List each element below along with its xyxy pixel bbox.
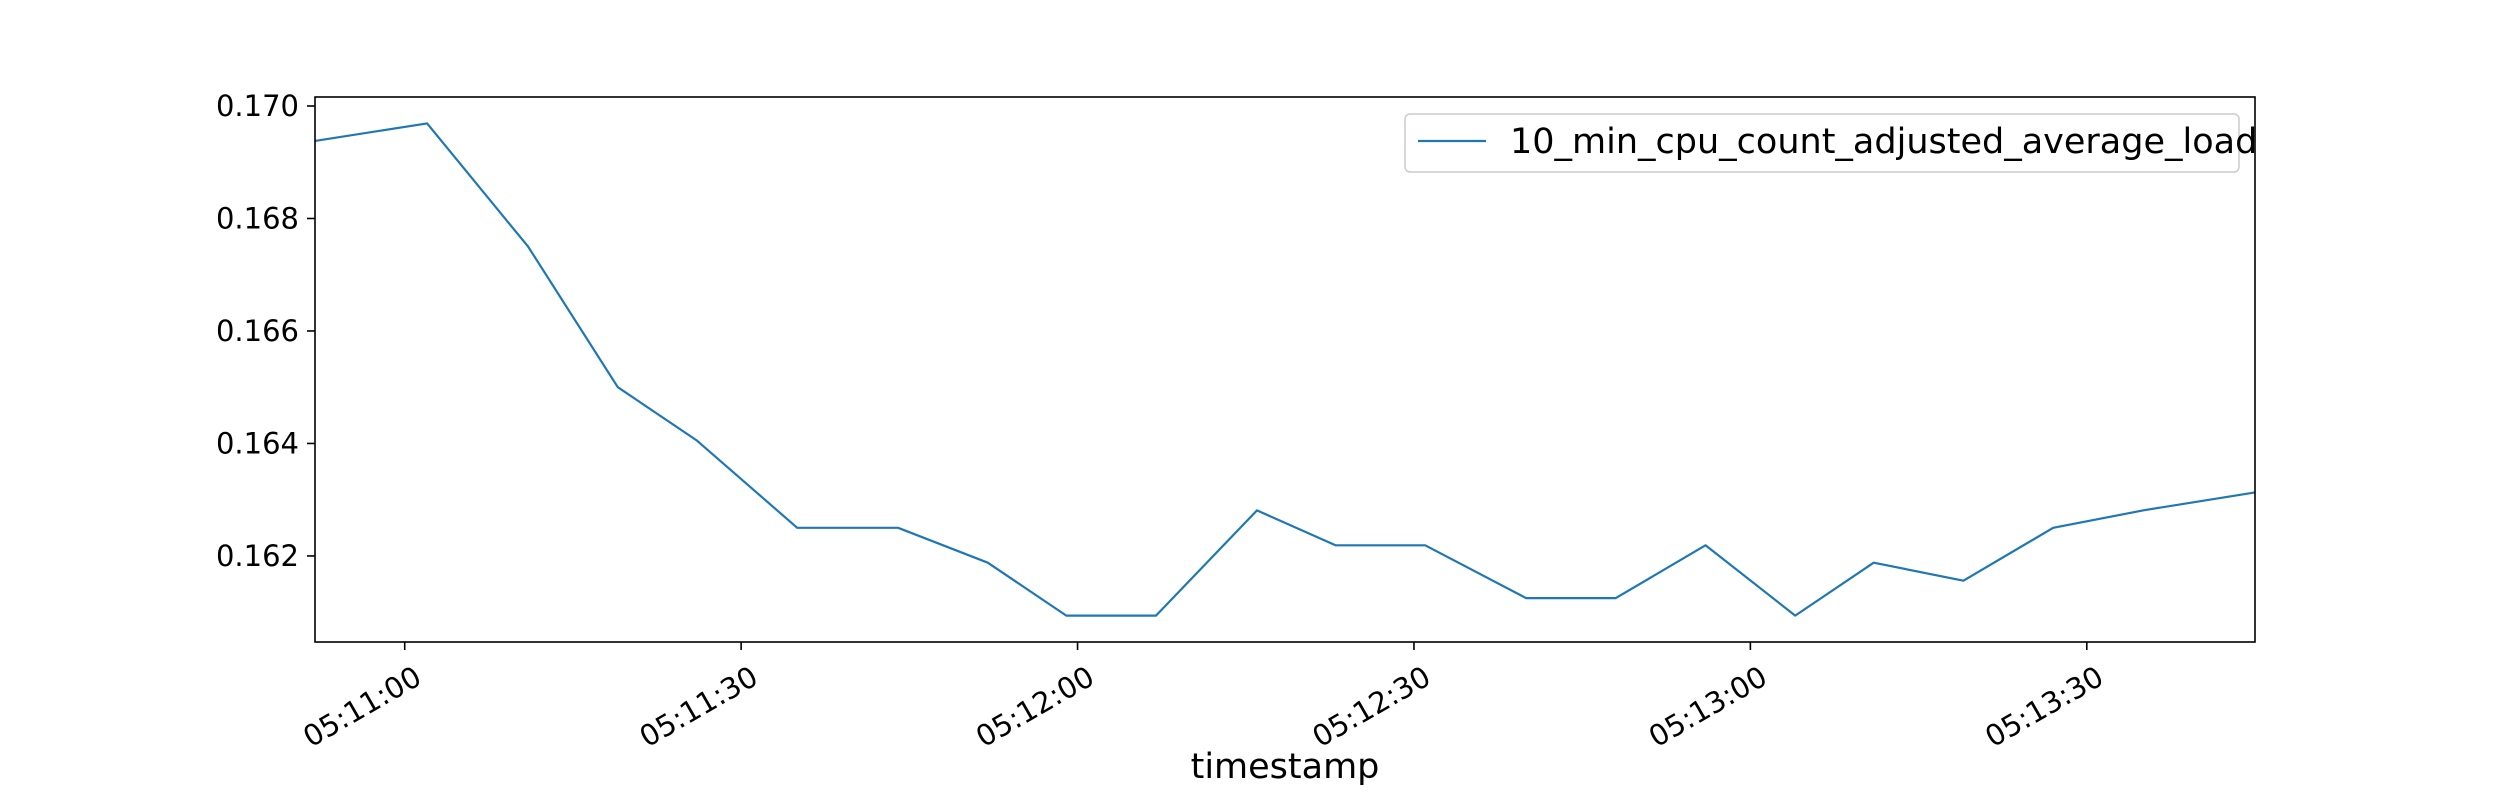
legend: 10_min_cpu_count_adjusted_average_load: [1404, 113, 2257, 173]
y-tick-label: 0.162: [216, 539, 299, 573]
y-axis-ticks: 0.162 0.164 0.166 0.168 0.170: [216, 89, 315, 573]
y-tick-label: 0.166: [216, 314, 299, 348]
y-tick-label: 0.168: [216, 201, 299, 235]
y-tick-label: 0.164: [216, 426, 299, 460]
series-line: [314, 122, 2256, 617]
y-tick-label: 0.170: [216, 89, 299, 123]
x-axis-title: timestamp: [1191, 747, 1380, 787]
legend-label: 10_min_cpu_count_adjusted_average_load: [1510, 122, 2257, 162]
legend-box: [1404, 113, 2240, 173]
plot-frame: [314, 96, 2256, 643]
